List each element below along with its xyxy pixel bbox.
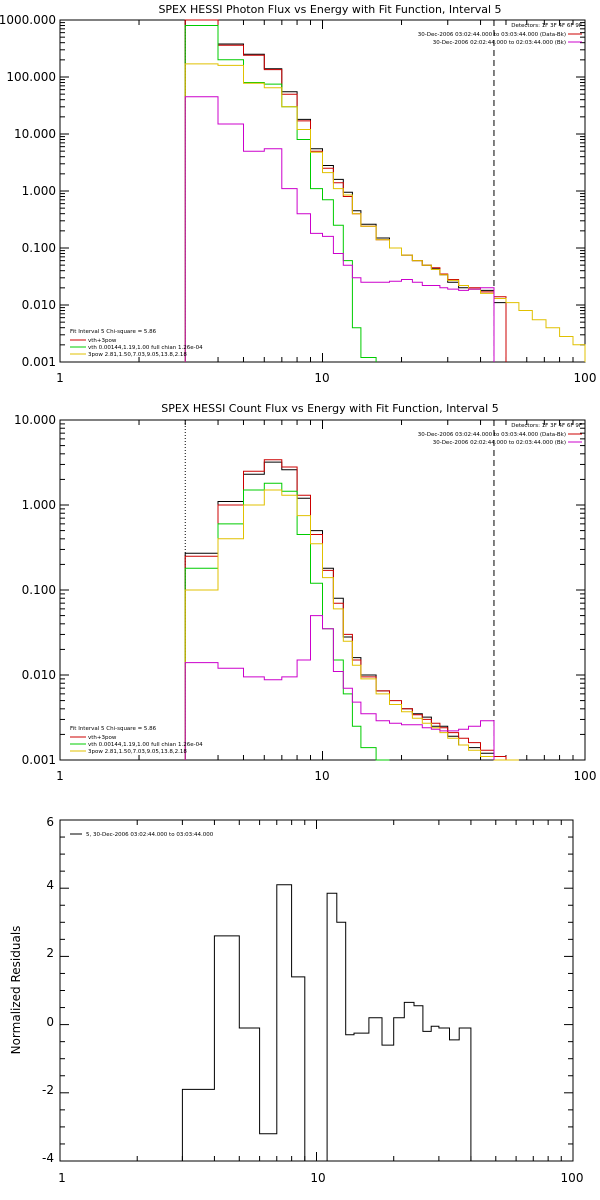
count-bk-legend-label: 30-Dec-2006 02:02:44.000 to 02:03:44.000…	[433, 440, 566, 446]
photon-flux-y-ticks: 1000.000 100.000 10.000 1.000 0.100 0.01…	[0, 13, 56, 369]
residuals-x-tick-label: 100	[561, 1171, 584, 1185]
count-x-tick-label: 10	[314, 769, 329, 783]
photon-fit-line: 3pow 2.81,1.50,7.03,9.05,13.8,2.18	[88, 352, 187, 358]
residuals-frame	[59, 819, 574, 1162]
count-flux-y-ticks: 10.000 1.000 0.100 0.010 0.001	[14, 413, 56, 767]
count-fit-line: vth+3pow	[88, 735, 117, 741]
count-detectors-label: Detectors: 1F 3F 4F 6F 9F	[511, 423, 582, 429]
count-flux-title: SPEX HESSI Count Flux vs Energy with Fit…	[161, 402, 498, 415]
background-series-line	[184, 96, 495, 362]
power-series-line	[184, 489, 519, 761]
photon-fit-header: Fit Interval 5 Chi-square = 5.86	[70, 329, 157, 335]
photon-detectors-label: Detectors: 1F 3F 4F 6F 9F	[511, 23, 582, 29]
total-series-line	[184, 19, 507, 362]
data-series-line	[184, 19, 507, 362]
count-x-tick-label: 100	[574, 769, 597, 783]
photon-flux-x-ticks: 1 10 100	[56, 371, 596, 385]
residuals-marks	[59, 819, 573, 1162]
photon-x-tick-label: 1	[56, 371, 64, 385]
photon-y-tick-label: 0.010	[22, 298, 56, 312]
count-fit-line: 3pow 2.81,1.50,7.03,9.05,13.8,2.18	[88, 749, 187, 755]
photon-y-tick-label: 10.000	[14, 127, 56, 141]
count-y-tick-label: 0.010	[22, 668, 56, 682]
count-flux-marks	[59, 419, 585, 761]
photon-data-legend-label: 30-Dec-2006 03:02:44.000 to 03:03:44.000…	[418, 32, 566, 38]
residuals-x-tick-label: 10	[310, 1171, 325, 1185]
residuals-y-ticks: -4 -2 0 2 4 6	[42, 815, 54, 1165]
count-data-legend-label: 30-Dec-2006 03:02:44.000 to 03:03:44.000…	[418, 432, 566, 438]
count-x-tick-label: 1	[56, 769, 64, 783]
residuals-legend-label: 5, 30-Dec-2006 03:02:44.000 to 03:03:44.…	[86, 832, 214, 838]
count-fit-header: Fit Interval 5 Chi-square = 5.86	[70, 726, 157, 732]
power-series-line	[184, 63, 586, 362]
residuals-y-tick-label: 0	[46, 1015, 54, 1029]
residuals-y-tick-label: 2	[46, 946, 54, 960]
count-fit-line: vth 0.00144,1.19,1.00 full chian 1.26e-0…	[88, 742, 203, 748]
photon-x-tick-label: 10	[314, 371, 329, 385]
count-y-tick-label: 0.100	[22, 583, 56, 597]
residuals-panel: Normalized Residuals -4 -2 0 2 4 6 1 10 …	[9, 815, 583, 1185]
photon-bk-legend-label: 30-Dec-2006 02:02:44.000 to 02:03:44.000…	[433, 40, 566, 46]
residuals-y-tick-label: 6	[46, 815, 54, 829]
count-y-tick-label: 1.000	[22, 498, 56, 512]
residuals-y-tick-label: 4	[46, 878, 54, 892]
photon-x-tick-label: 100	[574, 371, 597, 385]
residuals-y-axis-label: Normalized Residuals	[9, 926, 23, 1055]
count-flux-x-ticks: 1 10 100	[56, 769, 596, 783]
count-y-tick-label: 10.000	[14, 413, 56, 427]
count-y-tick-label: 0.001	[22, 753, 56, 767]
background-series-line	[184, 615, 495, 760]
residuals-x-tick-label: 1	[58, 1171, 66, 1185]
photon-flux-title: SPEX HESSI Photon Flux vs Energy with Fi…	[158, 3, 501, 16]
count-flux-panel: SPEX HESSI Count Flux vs Energy with Fit…	[14, 402, 596, 783]
thermal-series-line	[184, 482, 390, 761]
photon-flux-marks	[59, 19, 586, 363]
residuals-series-line	[181, 884, 484, 1162]
residuals-x-ticks: 1 10 100	[58, 1171, 583, 1185]
count-flux-legend-bottom: Fit Interval 5 Chi-square = 5.86 vth+3po…	[70, 726, 203, 755]
thermal-series-line	[184, 25, 377, 362]
photon-y-tick-label: 1.000	[22, 184, 56, 198]
residuals-y-tick-label: -4	[42, 1151, 54, 1165]
count-flux-legend-top: Detectors: 1F 3F 4F 6F 9F 30-Dec-2006 03…	[418, 423, 582, 446]
photon-flux-panel: SPEX HESSI Photon Flux vs Energy with Fi…	[0, 3, 596, 385]
photon-y-tick-label: 0.100	[22, 241, 56, 255]
photon-flux-legend-bottom: Fit Interval 5 Chi-square = 5.86 vth+3po…	[70, 329, 203, 358]
photon-fit-line: vth 0.00144,1.19,1.00 full chian 1.26e-0…	[88, 345, 203, 351]
data-series-line	[184, 461, 507, 760]
residuals-y-tick-label: -2	[42, 1083, 54, 1097]
photon-y-tick-label: 1000.000	[0, 13, 56, 27]
photon-fit-line: vth+3pow	[88, 338, 117, 344]
photon-y-tick-label: 0.001	[22, 355, 56, 369]
photon-y-tick-label: 100.000	[6, 70, 56, 84]
photon-flux-legend-top: Detectors: 1F 3F 4F 6F 9F 30-Dec-2006 03…	[418, 23, 582, 46]
